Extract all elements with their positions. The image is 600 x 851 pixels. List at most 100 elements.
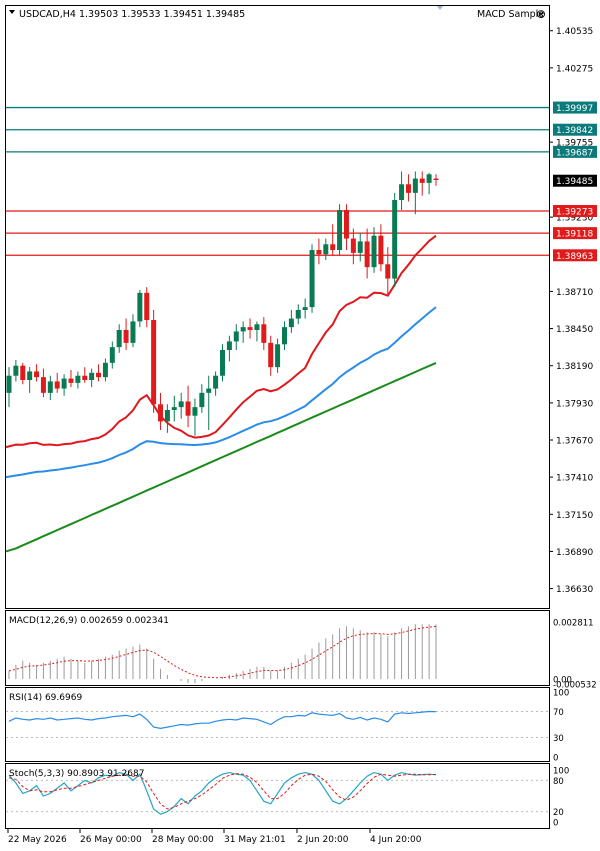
shift-marker-icon[interactable] [437,6,443,10]
moving-average-fast [5,234,437,449]
candle-body[interactable] [392,200,398,279]
candle-body[interactable] [371,235,377,268]
resistance-level-label: 1.39842 [556,126,593,136]
candle-body[interactable] [123,330,129,343]
close-indicator-icon[interactable]: ⊗ [536,7,546,21]
main-chart-frame [5,5,550,609]
time-tick-label: 31 May 21:01 [224,835,286,845]
stoch-tick-label: 0 [553,819,558,829]
candle-body[interactable] [171,407,177,410]
candle-body[interactable] [20,365,26,380]
candle-body[interactable] [164,410,170,422]
dropdown-triangle-icon[interactable] [9,10,15,14]
rsi-tick-label: 100 [553,689,569,699]
candle-body[interactable] [137,292,143,322]
candle-body[interactable] [275,344,281,368]
symbol-ohlc-label: USDCAD,H4 1.39503 1.39533 1.39451 1.3948… [19,9,245,20]
candle-body[interactable] [89,372,95,380]
candle-body[interactable] [268,342,274,368]
candle-body[interactable] [337,210,343,250]
price-tick-label: 1.39230 [556,214,593,224]
candle-body[interactable] [109,347,115,363]
macd-tick-label: 0.00 [553,676,572,686]
candle-body[interactable] [385,264,391,279]
candle-body[interactable] [61,378,67,389]
candle-body[interactable] [240,327,246,332]
candle-body[interactable] [54,381,60,389]
candle-body[interactable] [130,321,136,343]
candle-body[interactable] [27,371,33,380]
candle-body[interactable] [185,401,191,416]
candle-body[interactable] [350,238,356,253]
candle-body[interactable] [96,372,102,378]
candle-body[interactable] [288,318,294,328]
candle-body[interactable] [357,241,363,253]
candle-body[interactable] [68,378,74,383]
rsi-header-label: RSI(14) 69.6969 [9,693,82,703]
candle-body[interactable] [364,241,370,268]
candle-body[interactable] [433,178,439,180]
candle-body[interactable] [178,401,184,408]
candle-body[interactable] [378,235,384,265]
candle-body[interactable] [102,362,108,378]
price-tick-label: 1.38710 [556,288,593,298]
candle-body[interactable] [199,392,205,408]
candle-body[interactable] [399,184,405,200]
macd-header-label: MACD(12,26,9) 0.002659 0.002341 [9,616,169,626]
candle-body[interactable] [343,210,349,239]
time-tick-label: 26 May 00:00 [80,835,142,845]
candle-body[interactable] [213,375,219,389]
candle-body[interactable] [247,327,253,330]
candle-body[interactable] [323,244,329,255]
candle-body[interactable] [116,330,122,348]
candle-body[interactable] [302,307,308,310]
stoch-panel-frame [5,763,550,829]
candle-body[interactable] [412,178,418,193]
candle-body[interactable] [316,250,322,255]
candle-body[interactable] [6,375,12,393]
current-price-label-box [553,174,597,187]
candle-body[interactable] [226,341,232,350]
candle-body[interactable] [47,381,53,393]
candle-body[interactable] [75,375,81,383]
candle-body[interactable] [419,178,425,183]
stoch-signal-line [8,773,437,810]
stoch-main-line [8,771,437,815]
candle-body[interactable] [405,184,411,193]
price-tick-label: 1.37410 [556,474,593,484]
candle-body[interactable] [426,174,432,183]
candle-body[interactable] [309,250,315,308]
candle-body[interactable] [295,310,301,319]
candle-body[interactable] [254,324,260,330]
resistance-level-label-box [553,123,597,136]
candle-body[interactable] [330,244,336,250]
candle-body[interactable] [144,292,150,320]
time-tick-label: 2 Jun 20:00 [297,835,349,845]
moving-average-slow [5,361,437,553]
time-tick-label: 22 May 2026 [8,835,67,845]
price-tick-label: 1.36890 [556,548,593,558]
resistance-level-label: 1.39997 [556,104,593,114]
price-tick-label: 1.38190 [556,362,593,372]
stoch-tick-label: 100 [553,767,569,777]
stoch-tick-label: 20 [553,808,564,818]
candle-body[interactable] [82,375,88,380]
candle-body[interactable] [34,371,40,378]
price-tick-label: 1.40275 [556,64,593,74]
candle-body[interactable] [151,320,157,405]
time-tick-label: 28 May 00:00 [152,835,214,845]
macd-tick-label: 0.002811 [553,619,594,629]
candle-body[interactable] [261,324,267,343]
candle-body[interactable] [158,404,164,422]
rsi-tick-label: 0 [553,754,558,764]
candle-body[interactable] [233,331,239,342]
moving-average-mid [5,306,437,479]
candle-body[interactable] [206,388,212,393]
candle-body[interactable] [40,377,46,393]
candle-body[interactable] [281,327,287,345]
candle-body[interactable] [220,350,225,376]
candle-body[interactable] [192,407,198,416]
candle-body[interactable] [13,365,19,376]
